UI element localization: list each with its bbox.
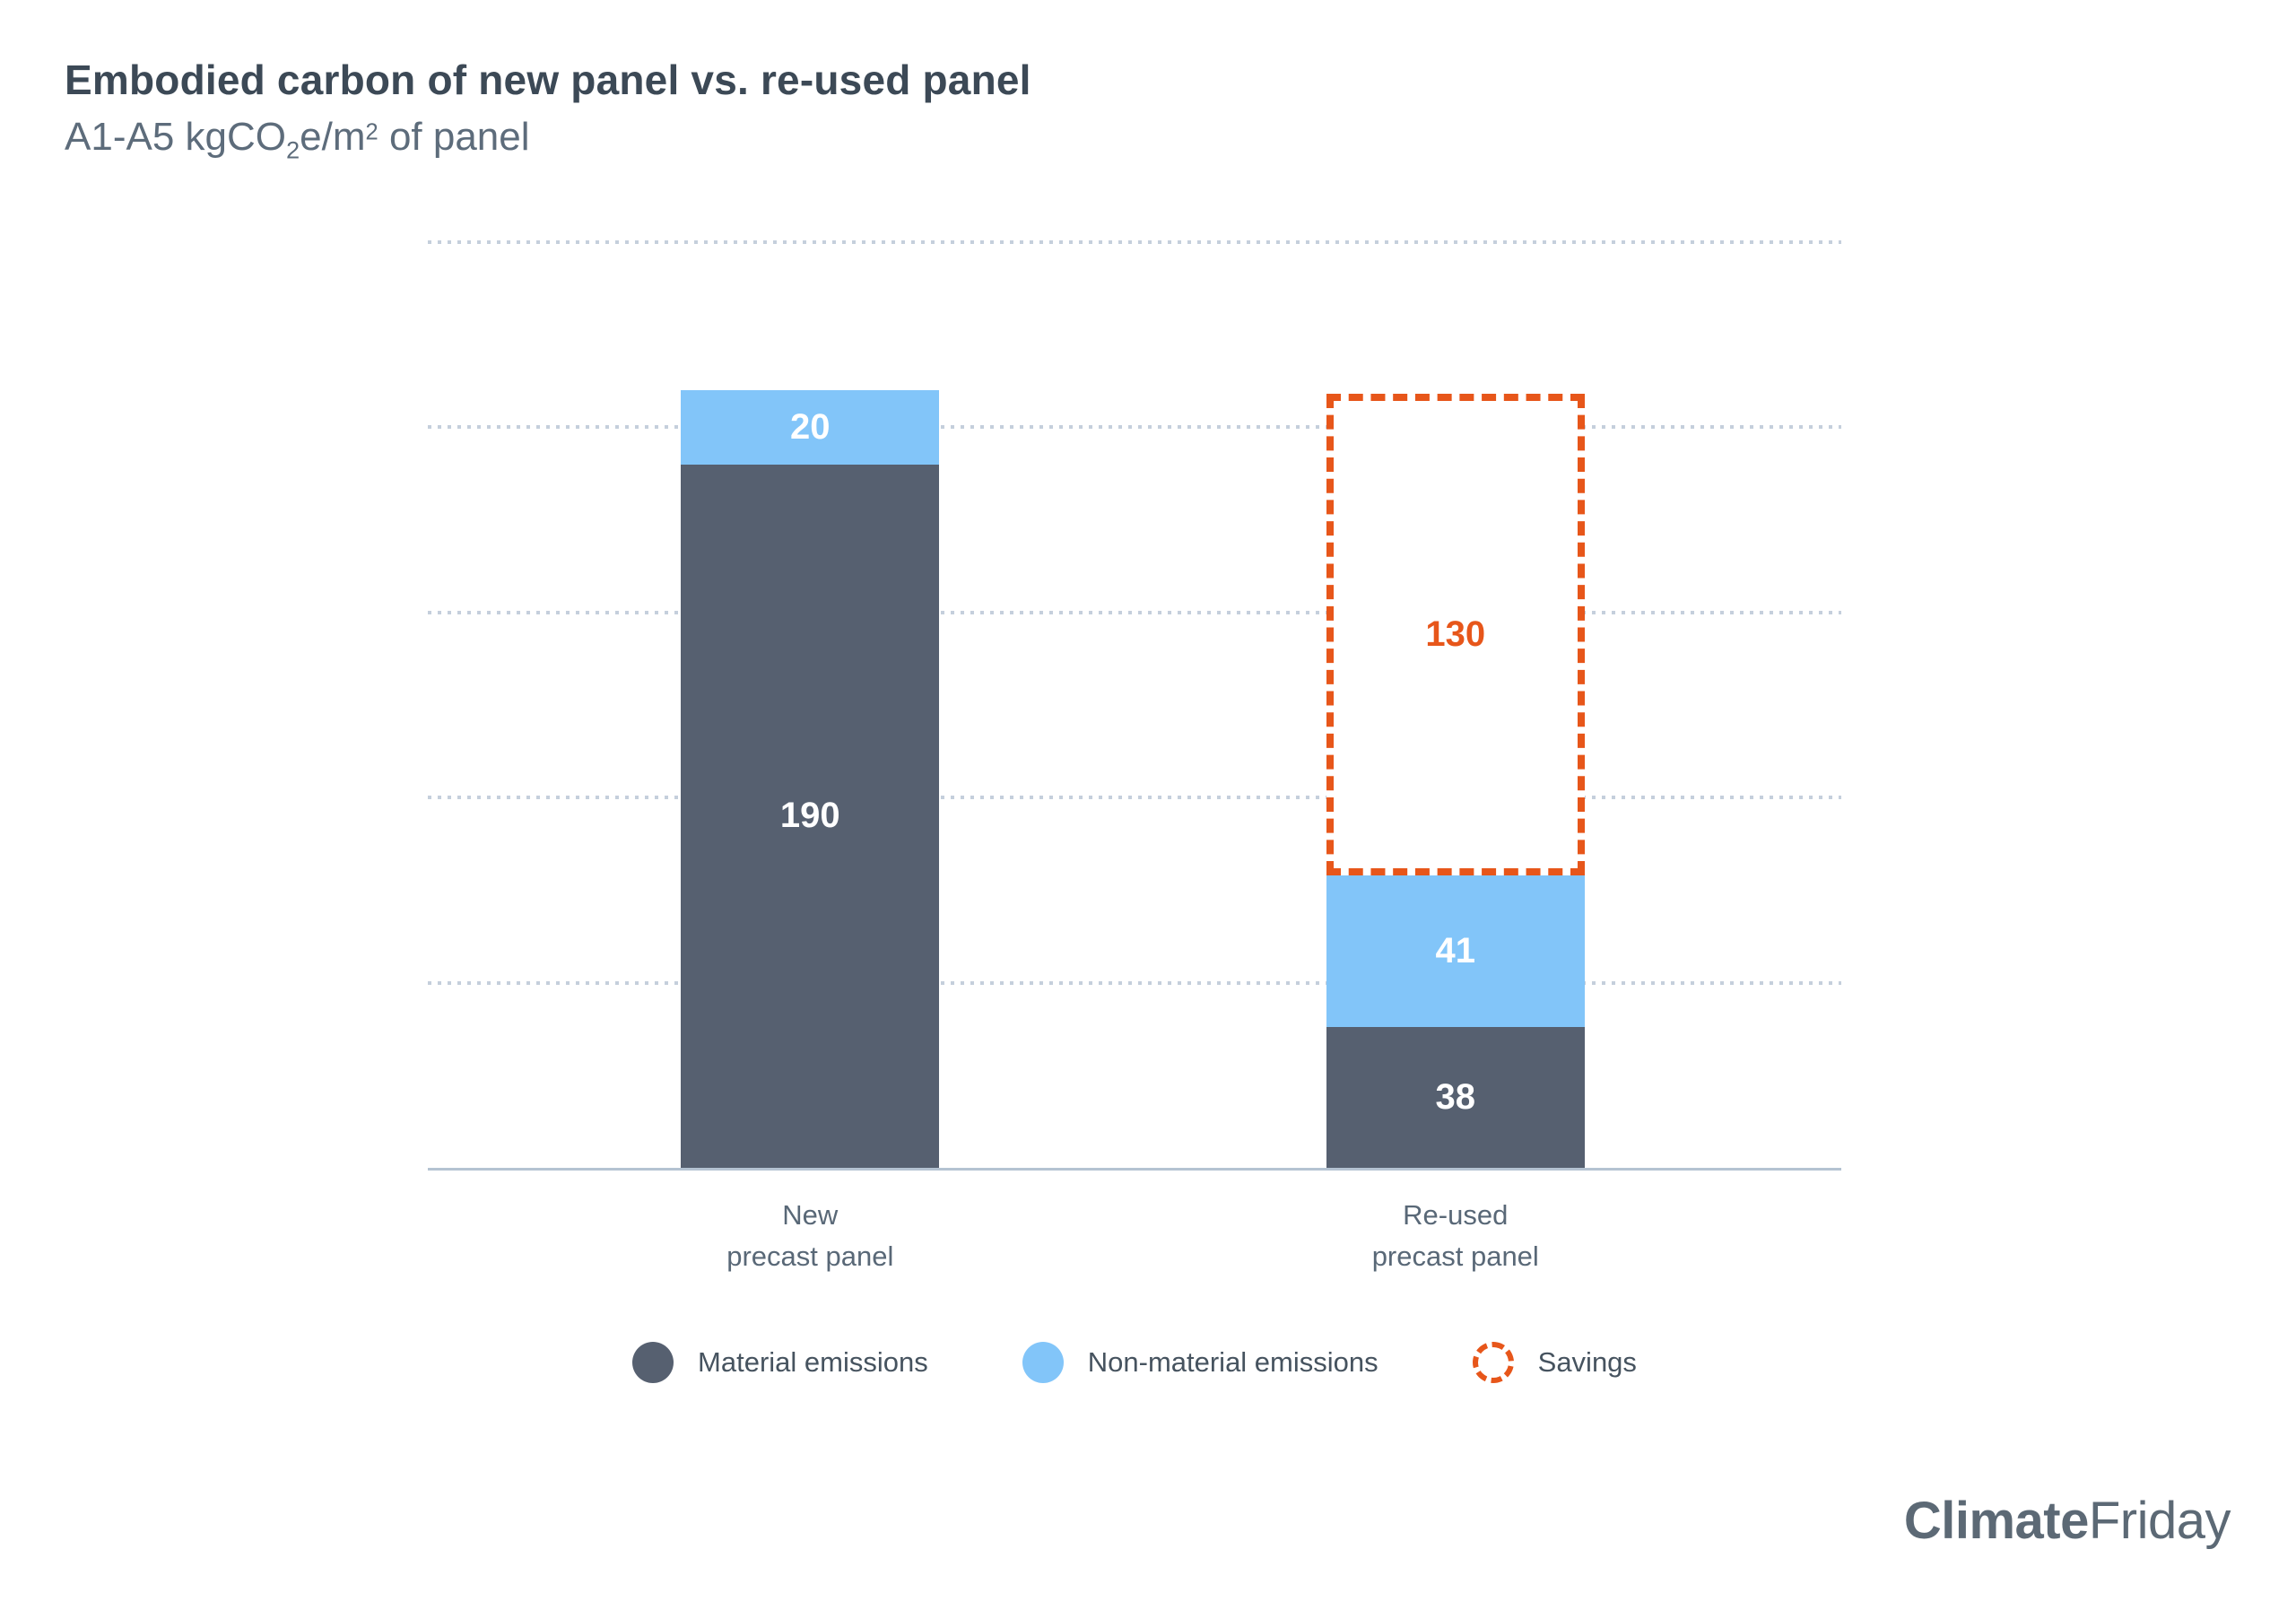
bar-value-label: 41 xyxy=(1435,931,1476,971)
legend-item-material-emissions: Material emissions xyxy=(632,1342,928,1383)
logo-word-friday: Friday xyxy=(2088,1492,2231,1550)
x-axis-label-new-precast-panel: New precast panel xyxy=(726,1199,894,1272)
gridline xyxy=(428,980,1841,985)
gridline xyxy=(428,610,1841,614)
bar-value-label: 130 xyxy=(1425,614,1486,655)
bar-value-label: 38 xyxy=(1435,1077,1476,1118)
bar-segment-re-used-precast-panel-savings: 130 xyxy=(1326,394,1585,875)
legend-label: Material emissions xyxy=(698,1346,928,1378)
bar-value-label: 190 xyxy=(779,796,840,836)
gridline xyxy=(428,796,1841,800)
bar-segment-new-precast-panel-non-material-emissions: 20 xyxy=(681,390,940,465)
subtitle-superscript: 2 xyxy=(365,119,378,145)
chart-subtitle: A1-A5 kgCO2e/m2 of panel xyxy=(65,115,530,165)
legend-label: Non-material emissions xyxy=(1087,1346,1378,1378)
gridline xyxy=(428,425,1841,430)
x-axis-baseline xyxy=(428,1168,1841,1171)
subtitle-subscript: 2 xyxy=(285,135,300,164)
climate-friday-logo: ClimateFriday xyxy=(1904,1491,2231,1551)
gridline xyxy=(428,240,1841,244)
subtitle-part: e/m xyxy=(300,115,366,159)
legend-item-savings: Savings xyxy=(1472,1342,1637,1383)
legend-item-non-material-emissions: Non-material emissions xyxy=(1022,1342,1378,1383)
chart-title: Embodied carbon of new panel vs. re-used… xyxy=(65,57,1031,103)
plot-area: 190 20 38 41 130 xyxy=(428,240,1841,1171)
bar-segment-re-used-precast-panel-material-emissions: 38 xyxy=(1326,1027,1585,1168)
bar-segment-re-used-precast-panel-non-material-emissions: 41 xyxy=(1326,875,1585,1028)
bar-segment-new-precast-panel-material-emissions: 190 xyxy=(681,464,940,1168)
material-emissions-circle-icon xyxy=(632,1342,674,1383)
legend: Material emissions Non-material emission… xyxy=(428,1342,1841,1383)
subtitle-part: of panel xyxy=(378,115,530,159)
non-material-emissions-circle-icon xyxy=(1022,1342,1064,1383)
x-axis-label-re-used-precast-panel: Re-used precast panel xyxy=(1371,1199,1539,1272)
savings-dashed-circle-icon xyxy=(1472,1342,1514,1383)
legend-label: Savings xyxy=(1537,1346,1637,1378)
subtitle-part: A1-A5 kgCO xyxy=(65,115,286,159)
logo-word-climate: Climate xyxy=(1903,1492,2090,1550)
bar-value-label: 20 xyxy=(790,406,831,447)
